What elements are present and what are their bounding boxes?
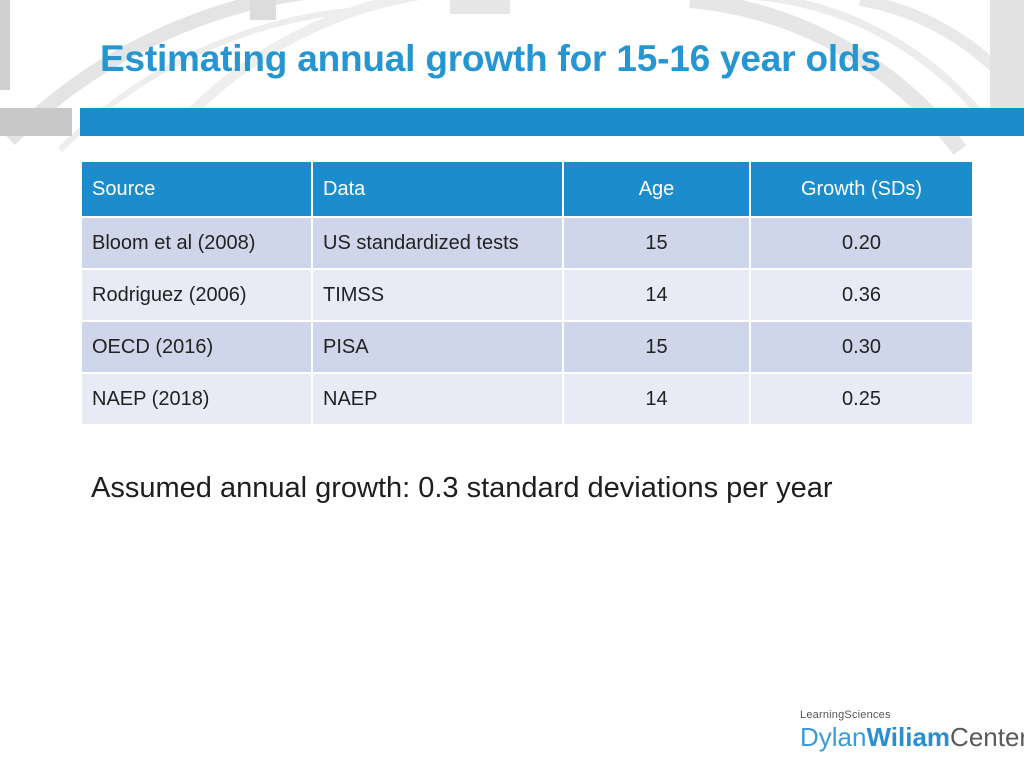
cell-growth: 0.30 bbox=[749, 320, 974, 374]
cell-growth: 0.25 bbox=[749, 372, 974, 426]
cell-age: 14 bbox=[562, 268, 751, 322]
logo-dylan: Dylan bbox=[800, 722, 867, 752]
column-header-age: Age bbox=[562, 160, 751, 218]
cell-age: 15 bbox=[562, 320, 751, 374]
cell-growth: 0.20 bbox=[749, 216, 974, 270]
table-header-row: Source Data Age Growth (SDs) bbox=[80, 160, 974, 218]
assumption-text: Assumed annual growth: 0.3 standard devi… bbox=[91, 472, 833, 504]
cell-source: Bloom et al (2008) bbox=[80, 216, 313, 270]
title-bar-gray-segment bbox=[0, 108, 72, 136]
cell-data: PISA bbox=[311, 320, 564, 374]
column-header-growth: Growth (SDs) bbox=[749, 160, 974, 218]
cell-growth: 0.36 bbox=[749, 268, 974, 322]
title-accent-bar bbox=[80, 108, 1024, 136]
cell-age: 15 bbox=[562, 216, 751, 270]
cell-source: NAEP (2018) bbox=[80, 372, 313, 426]
logo-learning-sciences: LearningSciences bbox=[800, 709, 891, 721]
dylan-wiliam-center-logo: LearningSciences DylanWiliamCenter bbox=[800, 708, 1024, 752]
cell-data: NAEP bbox=[311, 372, 564, 426]
table-row: Rodriguez (2006) TIMSS 14 0.36 bbox=[80, 268, 974, 322]
table-row: OECD (2016) PISA 15 0.30 bbox=[80, 320, 974, 374]
column-header-source: Source bbox=[80, 160, 313, 218]
cell-data: US standardized tests bbox=[311, 216, 564, 270]
cell-data: TIMSS bbox=[311, 268, 564, 322]
logo-center: Center bbox=[950, 722, 1024, 752]
table-row: Bloom et al (2008) US standardized tests… bbox=[80, 216, 974, 270]
logo-wiliam: Wiliam bbox=[866, 722, 951, 752]
cell-source: OECD (2016) bbox=[80, 320, 313, 374]
growth-table: Source Data Age Growth (SDs) Bloom et al… bbox=[80, 160, 974, 426]
cell-source: Rodriguez (2006) bbox=[80, 268, 313, 322]
column-header-data: Data bbox=[311, 160, 564, 218]
table-row: NAEP (2018) NAEP 14 0.25 bbox=[80, 372, 974, 426]
logo-wordmark: DylanWiliamCenter bbox=[800, 722, 1024, 752]
cell-age: 14 bbox=[562, 372, 751, 426]
slide-title: Estimating annual growth for 15-16 year … bbox=[100, 38, 881, 79]
